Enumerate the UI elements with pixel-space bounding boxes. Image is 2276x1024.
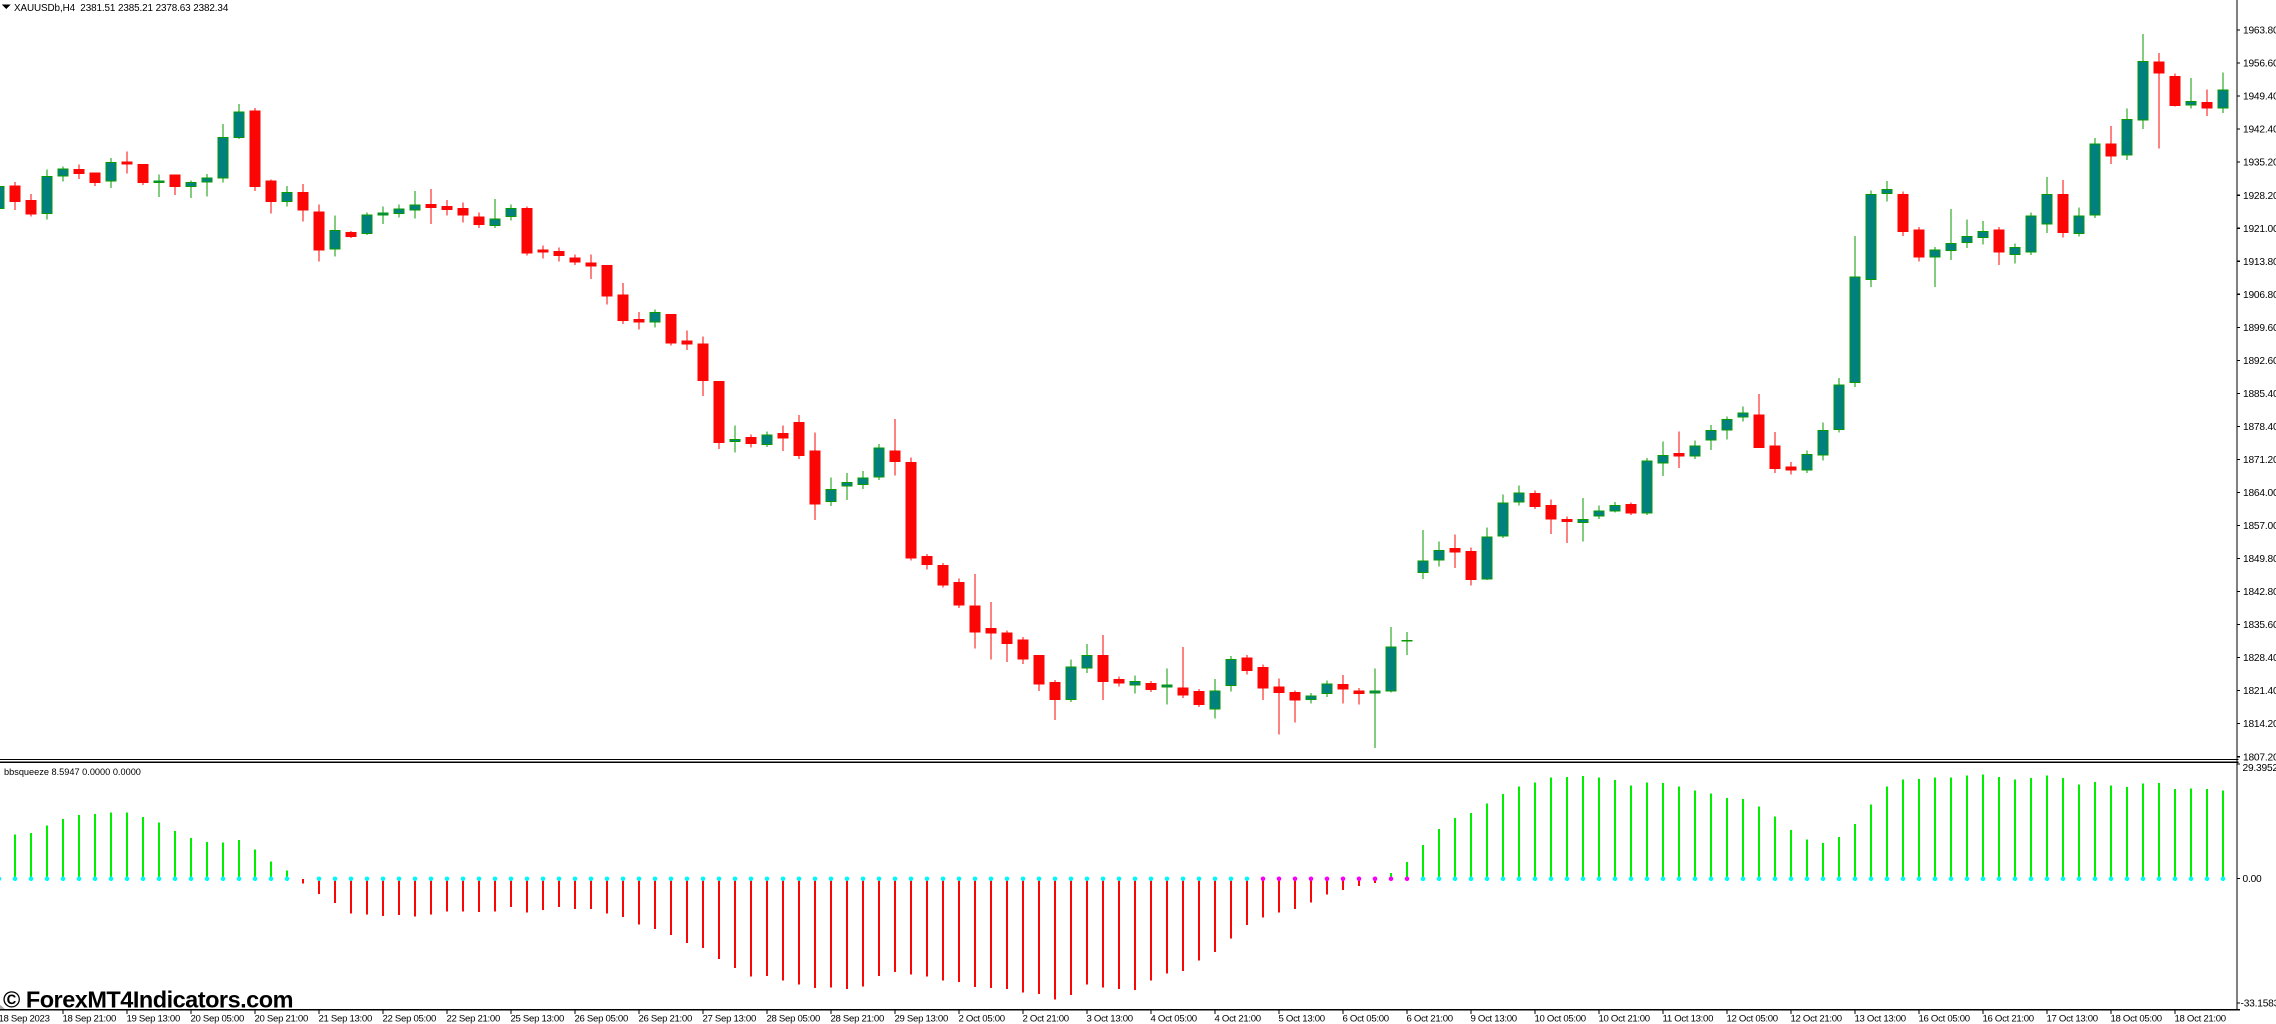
svg-text:1942.40: 1942.40	[2243, 125, 2276, 136]
svg-text:4 Oct 05:00: 4 Oct 05:00	[1151, 1014, 1197, 1024]
svg-text:13 Oct 13:00: 13 Oct 13:00	[1855, 1014, 1906, 1024]
svg-text:XAUUSDb,H4 2381.51 2385.21 23: XAUUSDb,H4 2381.51 2385.21 2378.63 2382.…	[14, 3, 229, 14]
svg-text:18 Oct 21:00: 18 Oct 21:00	[2175, 1014, 2226, 1024]
svg-text:2 Oct 05:00: 2 Oct 05:00	[959, 1014, 1005, 1024]
svg-text:12 Oct 05:00: 12 Oct 05:00	[1727, 1014, 1778, 1024]
svg-text:20 Sep 05:00: 20 Sep 05:00	[191, 1014, 244, 1024]
svg-text:1921.00: 1921.00	[2243, 224, 2276, 235]
svg-text:17 Oct 13:00: 17 Oct 13:00	[2047, 1014, 2098, 1024]
svg-text:29 Sep 13:00: 29 Sep 13:00	[895, 1014, 948, 1024]
svg-text:22 Sep 05:00: 22 Sep 05:00	[383, 1014, 436, 1024]
svg-text:1935.20: 1935.20	[2243, 158, 2276, 169]
svg-text:22 Sep 21:00: 22 Sep 21:00	[447, 1014, 500, 1024]
svg-text:1949.40: 1949.40	[2243, 92, 2276, 103]
svg-text:20 Sep 21:00: 20 Sep 21:00	[255, 1014, 308, 1024]
svg-text:1906.80: 1906.80	[2243, 290, 2276, 301]
svg-text:1821.40: 1821.40	[2243, 686, 2276, 697]
svg-text:3 Oct 13:00: 3 Oct 13:00	[1087, 1014, 1133, 1024]
svg-text:1963.80: 1963.80	[2243, 26, 2276, 37]
svg-text:-33.1583: -33.1583	[2241, 998, 2276, 1009]
svg-text:1956.60: 1956.60	[2243, 59, 2276, 70]
svg-text:2 Oct 21:00: 2 Oct 21:00	[1023, 1014, 1069, 1024]
svg-text:16 Oct 21:00: 16 Oct 21:00	[1983, 1014, 2034, 1024]
svg-text:bbsqueeze 8.5947 0.0000 0.0000: bbsqueeze 8.5947 0.0000 0.0000	[4, 767, 141, 777]
svg-text:1864.00: 1864.00	[2243, 488, 2276, 499]
svg-text:12 Oct 21:00: 12 Oct 21:00	[1791, 1014, 1842, 1024]
svg-text:1885.40: 1885.40	[2243, 389, 2276, 400]
svg-text:1878.40: 1878.40	[2243, 422, 2276, 433]
svg-text:1807.20: 1807.20	[2243, 752, 2276, 763]
svg-text:0.00: 0.00	[2243, 874, 2263, 885]
svg-text:26 Sep 05:00: 26 Sep 05:00	[575, 1014, 628, 1024]
svg-text:1814.20: 1814.20	[2243, 719, 2276, 730]
svg-text:10 Oct 21:00: 10 Oct 21:00	[1599, 1014, 1650, 1024]
svg-text:© ForexMT4Indicators.com: © ForexMT4Indicators.com	[3, 987, 293, 1013]
svg-text:16 Oct 05:00: 16 Oct 05:00	[1919, 1014, 1970, 1024]
svg-text:1857.00: 1857.00	[2243, 521, 2276, 532]
svg-text:10 Oct 05:00: 10 Oct 05:00	[1535, 1014, 1586, 1024]
svg-text:18 Oct 05:00: 18 Oct 05:00	[2111, 1014, 2162, 1024]
svg-text:1828.40: 1828.40	[2243, 653, 2276, 664]
svg-text:1842.80: 1842.80	[2243, 587, 2276, 598]
svg-text:27 Sep 13:00: 27 Sep 13:00	[703, 1014, 756, 1024]
svg-text:21 Sep 13:00: 21 Sep 13:00	[319, 1014, 372, 1024]
svg-text:1913.80: 1913.80	[2243, 257, 2276, 268]
svg-text:26 Sep 21:00: 26 Sep 21:00	[639, 1014, 692, 1024]
svg-text:11 Oct 13:00: 11 Oct 13:00	[1663, 1014, 1714, 1024]
svg-text:1849.80: 1849.80	[2243, 554, 2276, 565]
svg-text:19 Sep 13:00: 19 Sep 13:00	[127, 1014, 180, 1024]
svg-text:6 Oct 21:00: 6 Oct 21:00	[1407, 1014, 1453, 1024]
svg-text:9 Oct 13:00: 9 Oct 13:00	[1471, 1014, 1517, 1024]
svg-text:1899.60: 1899.60	[2243, 323, 2276, 334]
svg-text:1835.60: 1835.60	[2243, 620, 2276, 631]
svg-text:5 Oct 13:00: 5 Oct 13:00	[1279, 1014, 1325, 1024]
svg-text:25 Sep 13:00: 25 Sep 13:00	[511, 1014, 564, 1024]
svg-text:28 Sep 21:00: 28 Sep 21:00	[831, 1014, 884, 1024]
svg-text:29.3952: 29.3952	[2243, 763, 2276, 774]
svg-text:1892.60: 1892.60	[2243, 356, 2276, 367]
svg-text:4 Oct 21:00: 4 Oct 21:00	[1215, 1014, 1261, 1024]
svg-text:1871.20: 1871.20	[2243, 455, 2276, 466]
svg-text:1928.20: 1928.20	[2243, 191, 2276, 202]
svg-text:18 Sep 21:00: 18 Sep 21:00	[63, 1014, 116, 1024]
svg-text:18 Sep 2023: 18 Sep 2023	[0, 1014, 50, 1024]
svg-text:28 Sep 05:00: 28 Sep 05:00	[767, 1014, 820, 1024]
svg-text:6 Oct 05:00: 6 Oct 05:00	[1343, 1014, 1389, 1024]
